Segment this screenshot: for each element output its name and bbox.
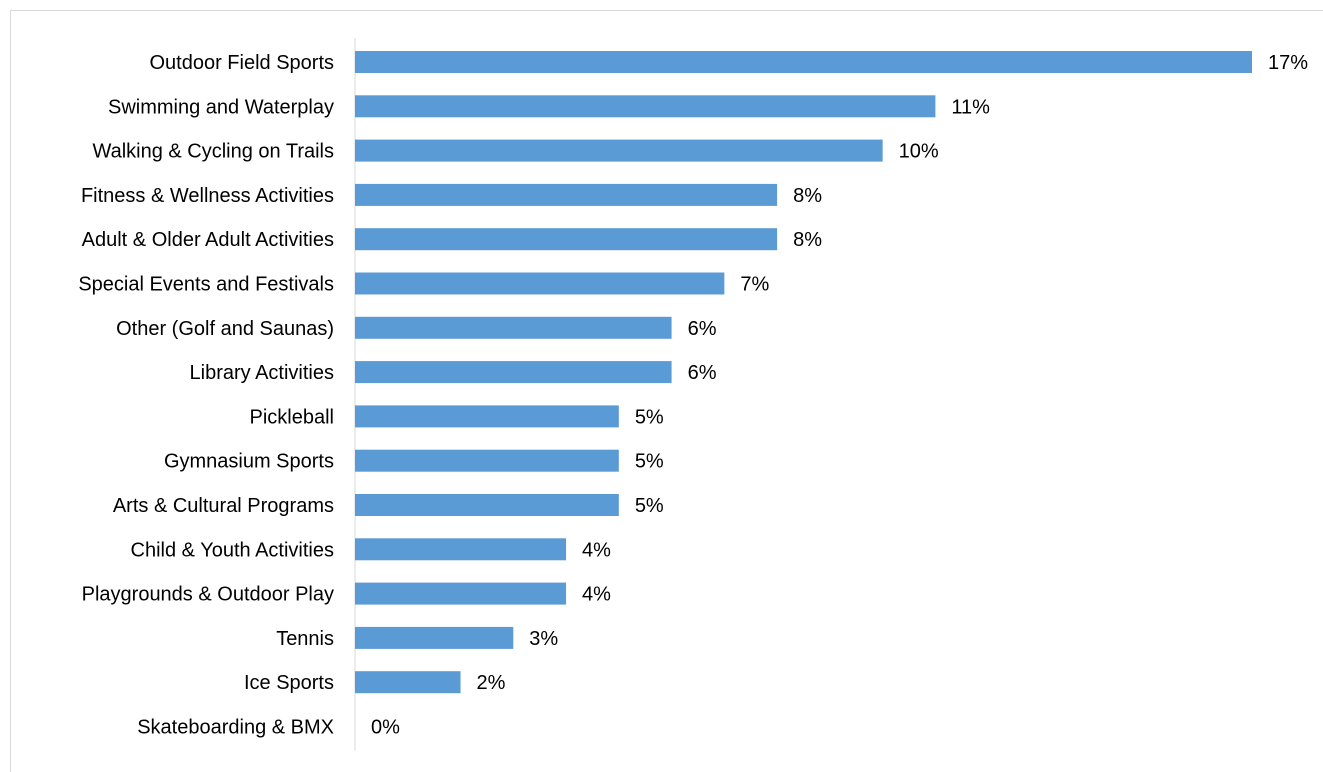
category-label: Adult & Older Adult Activities: [82, 229, 334, 251]
category-label: Child & Youth Activities: [131, 539, 334, 561]
bar: [355, 95, 936, 118]
category-label: Special Events and Festivals: [78, 274, 334, 296]
data-label: 8%: [793, 229, 822, 251]
category-label: Swimming and Waterplay: [108, 96, 334, 118]
data-label: 8%: [793, 185, 822, 207]
data-label: 7%: [740, 274, 769, 296]
bar: [355, 538, 567, 561]
data-label: 3%: [529, 628, 558, 650]
bar: [355, 183, 778, 206]
bar: [355, 361, 672, 384]
bar: [355, 139, 883, 162]
category-label: Outdoor Field Sports: [149, 52, 334, 74]
category-label: Skateboarding & BMX: [137, 717, 334, 739]
data-label: 10%: [899, 141, 939, 163]
bar: [355, 494, 619, 516]
bar: [355, 316, 672, 339]
category-label: Gymnasium Sports: [164, 451, 334, 473]
data-label: 17%: [1268, 52, 1308, 74]
data-label: 2%: [477, 672, 506, 694]
category-label: Ice Sports: [244, 672, 334, 694]
data-label: 0%: [371, 717, 400, 739]
data-label: 4%: [582, 584, 611, 606]
data-label: 11%: [951, 96, 990, 118]
data-label: 6%: [688, 362, 717, 384]
category-label: Fitness & Wellness Activities: [81, 185, 334, 207]
bar: [355, 405, 619, 428]
data-label: 5%: [635, 495, 664, 517]
data-label: 6%: [688, 318, 717, 340]
data-label: 5%: [635, 451, 664, 473]
bar: [355, 671, 461, 694]
category-label: Library Activities: [190, 362, 335, 384]
category-label: Tennis: [276, 628, 334, 650]
bar: [355, 51, 1252, 73]
bar: [355, 582, 567, 605]
category-label: Pickleball: [250, 406, 334, 428]
bar: [355, 228, 778, 251]
data-label: 5%: [635, 406, 664, 428]
chart-frame: [10, 10, 1323, 772]
bar: [355, 626, 514, 649]
category-label: Other (Golf and Saunas): [116, 318, 334, 340]
data-label: 4%: [582, 539, 611, 561]
category-label: Playgrounds & Outdoor Play: [82, 584, 334, 606]
category-label: Walking & Cycling on Trails: [92, 141, 334, 163]
category-label: Arts & Cultural Programs: [113, 495, 334, 517]
bar: [355, 272, 725, 295]
bar: [355, 449, 619, 472]
